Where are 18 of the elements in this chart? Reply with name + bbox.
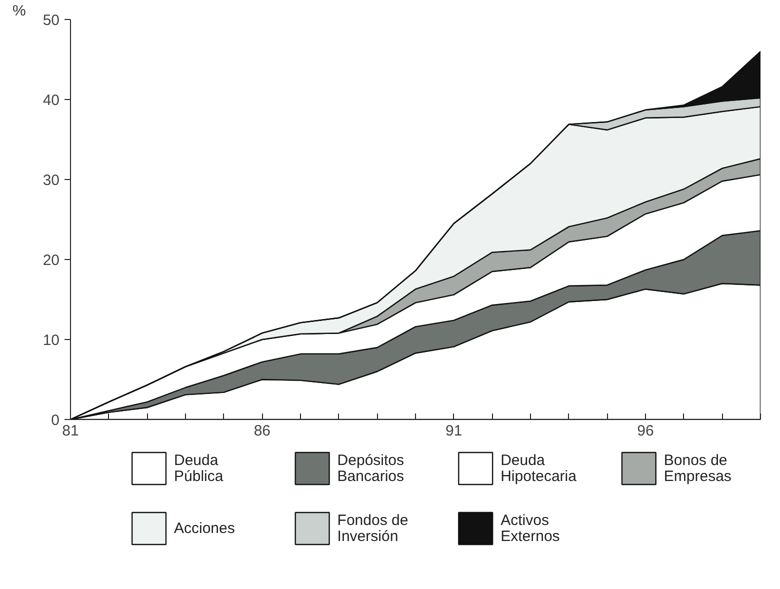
y-axis-title: % xyxy=(12,2,26,20)
legend-label: Acciones xyxy=(174,520,235,537)
x-tick-label: 96 xyxy=(637,422,654,440)
y-tick-label: 20 xyxy=(42,252,60,269)
x-tick-label: 81 xyxy=(62,422,79,440)
x-tick-label: 86 xyxy=(254,422,271,440)
y-tick-label: 30 xyxy=(42,172,60,189)
y-tick-label: 50 xyxy=(42,12,60,29)
legend-label: Depósitos Bancarios xyxy=(337,452,404,486)
legend-label: Deuda Pública xyxy=(174,452,224,486)
y-tick-label: 40 xyxy=(42,92,60,109)
legend-label: Fondos de Inversión xyxy=(337,512,408,546)
y-tick-label: 10 xyxy=(42,332,60,349)
legend-label: Activos Externos xyxy=(500,512,560,546)
legend-label: Bonos de Empresas xyxy=(664,452,732,486)
legend-label: Deuda Hipotecaria xyxy=(500,452,578,486)
y-tick-label: 0 xyxy=(51,412,60,429)
x-tick-label: 91 xyxy=(445,422,462,440)
